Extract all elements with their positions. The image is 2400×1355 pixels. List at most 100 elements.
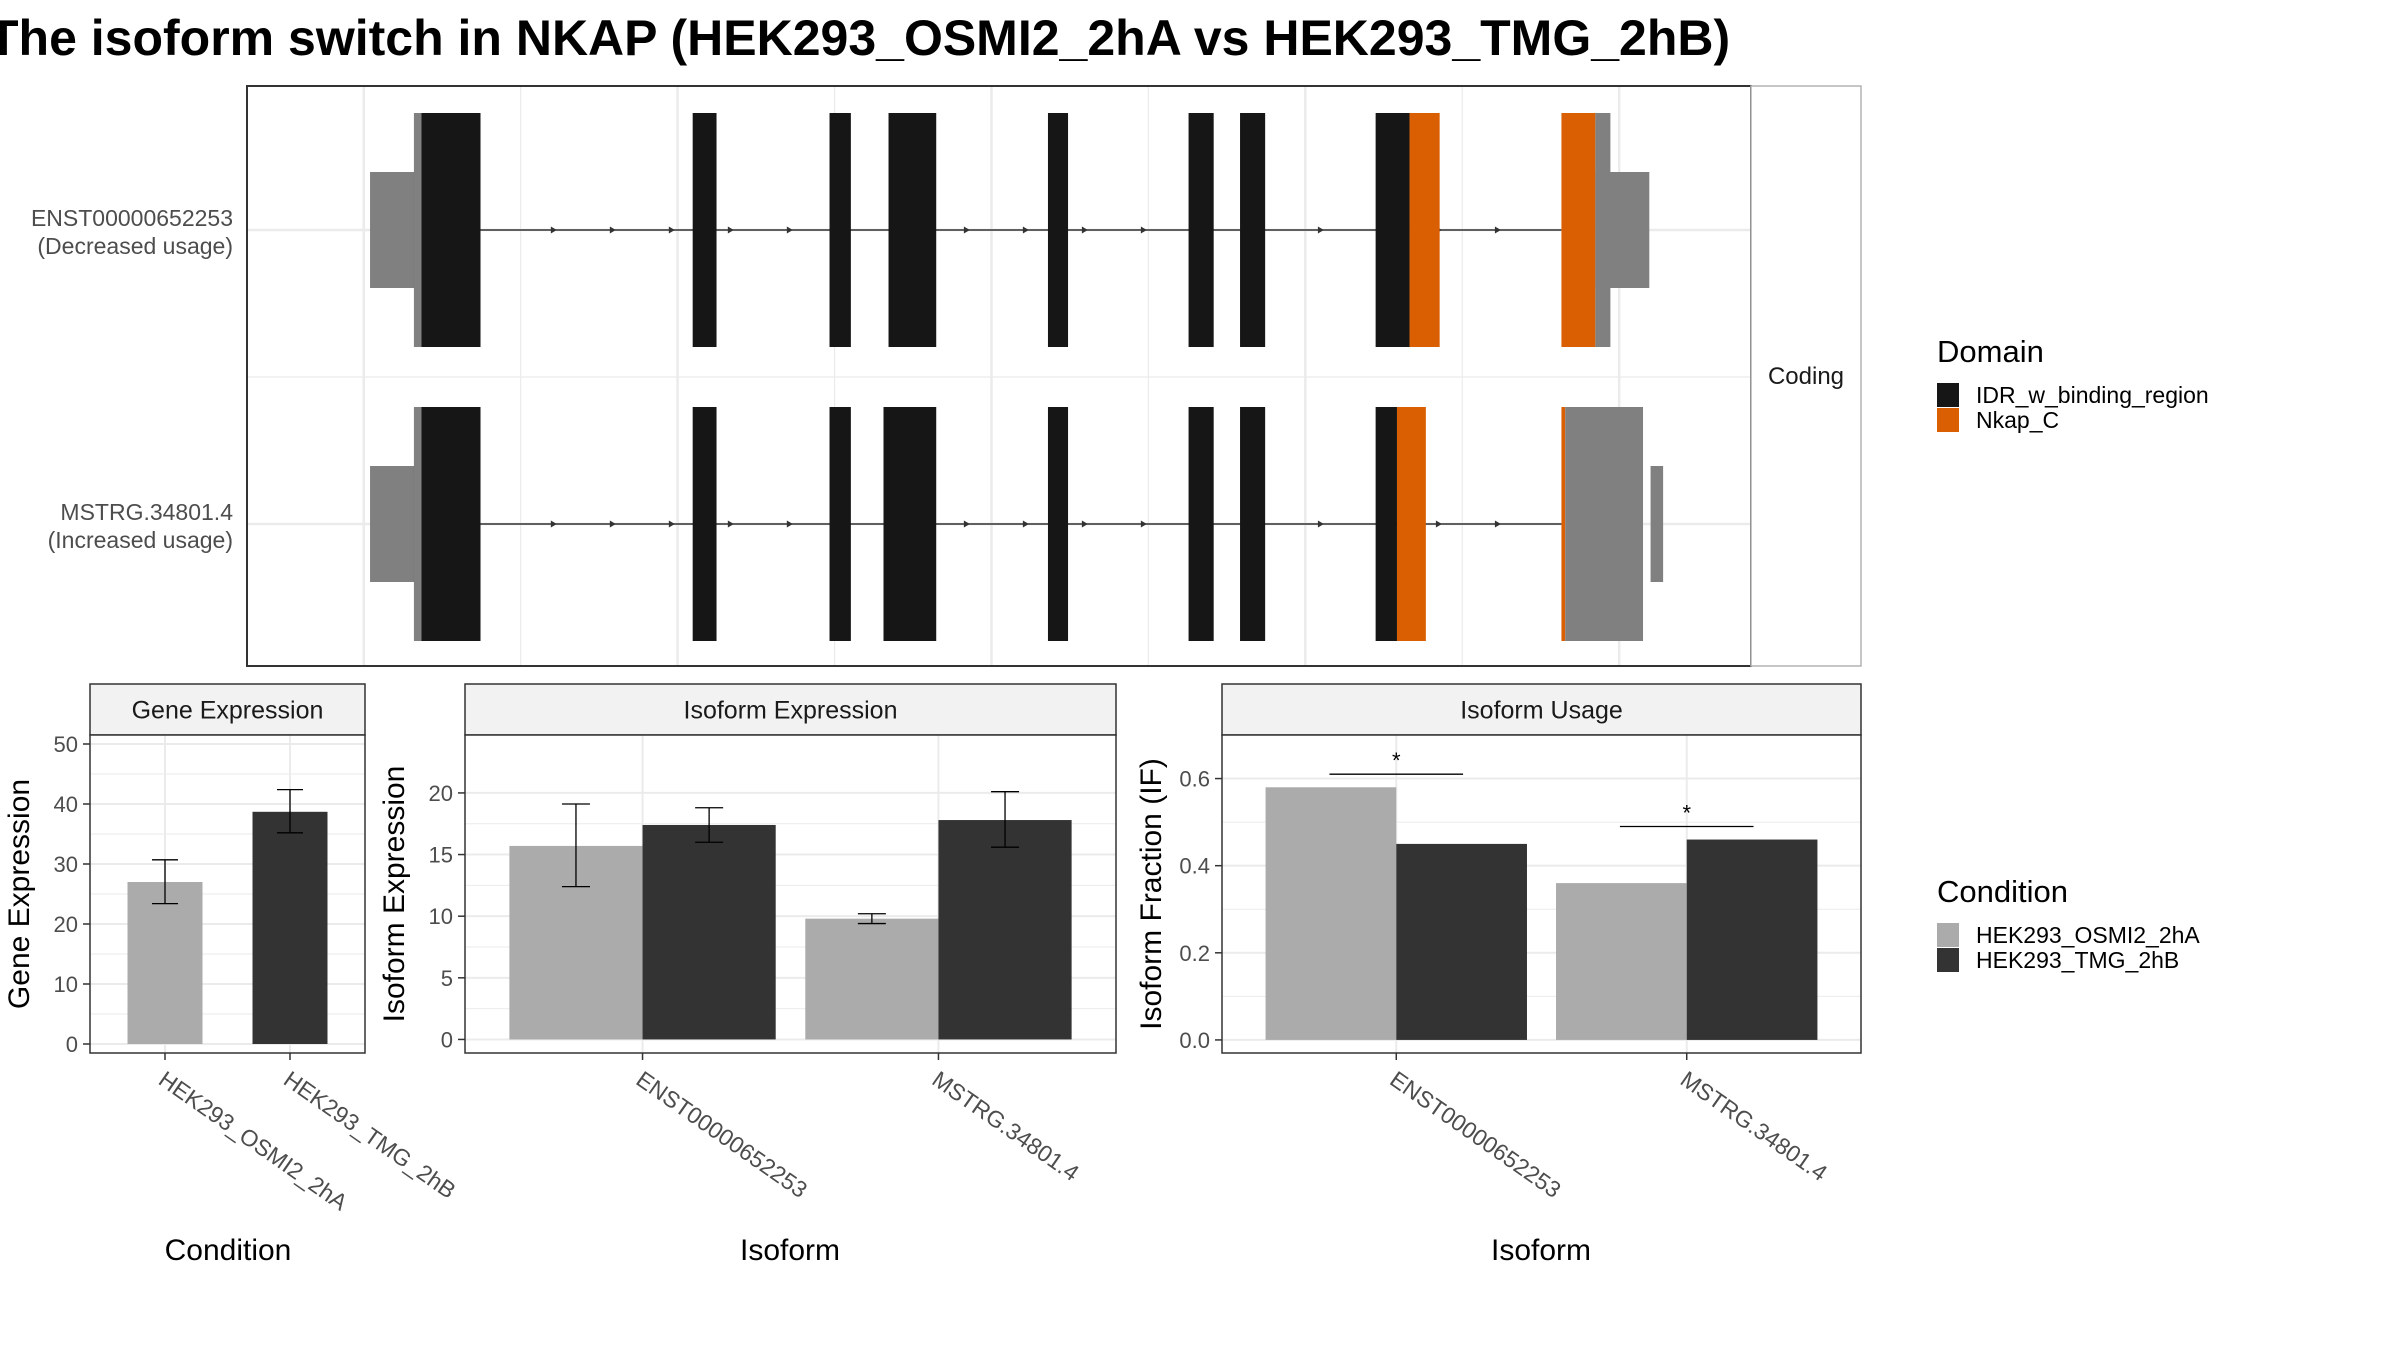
intron-arrow	[550, 226, 557, 234]
legend-label: IDR_w_binding_region	[1976, 382, 2209, 408]
transcript-usage-label: (Increased usage)	[48, 527, 233, 553]
chart-strip	[464, 683, 1117, 736]
bar	[642, 824, 776, 1040]
chart-title: Gene Expression	[132, 697, 324, 725]
bar	[127, 882, 203, 1044]
intron-arrow	[609, 226, 616, 234]
intron-arrow	[668, 226, 675, 234]
bar	[252, 811, 328, 1044]
intron-arrow	[1435, 520, 1442, 528]
y-tick-label: 10	[429, 904, 453, 929]
intron-arrow	[786, 226, 793, 234]
exon-utr-edge	[413, 113, 422, 347]
chart-title: Isoform Usage	[1460, 697, 1623, 725]
bar	[1556, 883, 1687, 1040]
exon-idr	[888, 113, 937, 347]
utr-exon	[370, 466, 422, 582]
figure-title: The isoform switch in NKAP (HEK293_OSMI2…	[0, 10, 1730, 66]
exon-idr	[1240, 113, 1266, 347]
intron-arrow	[668, 520, 675, 528]
legend-swatch	[1937, 383, 1959, 407]
exon-idr	[1375, 407, 1397, 641]
chart-border	[464, 734, 1117, 1054]
y-tick-label: 30	[54, 852, 78, 877]
bar	[1686, 839, 1818, 1040]
y-tick-label: 5	[441, 966, 453, 991]
y-axis-title: Isoform Expression	[378, 766, 411, 1023]
exon-nkap	[1409, 113, 1440, 347]
x-tick-label: MSTRG.34801.4	[928, 1066, 1084, 1186]
exon-idr	[829, 113, 851, 347]
utr-exon	[1650, 466, 1664, 582]
intron-arrow	[1081, 226, 1088, 234]
exon-idr	[883, 407, 937, 641]
legend-title: Domain	[1937, 334, 2044, 369]
transcript-usage-label: (Decreased usage)	[37, 233, 233, 259]
exon-idr	[829, 407, 851, 641]
intron-arrow	[1081, 520, 1088, 528]
chart-strip	[1221, 683, 1862, 736]
chart-strip	[89, 683, 366, 736]
utr-exon	[370, 172, 422, 288]
expression-charts: Gene Expression01020304050HEK293_OSMI2_2…	[3, 683, 1862, 1267]
chart-title: Isoform Expression	[684, 697, 898, 725]
x-axis-title: Condition	[165, 1234, 292, 1267]
legend-swatch	[1937, 408, 1959, 432]
exon-idr	[1188, 113, 1214, 347]
intron-arrow	[1494, 520, 1501, 528]
exon-idr	[413, 407, 481, 641]
y-tick-label: 0.6	[1179, 767, 1210, 792]
chart-isoform-usage: Isoform Usage * * 0.0 0.2 0.4 0.6 ENST000006522…	[1135, 683, 1862, 1267]
y-tick-label: 0	[441, 1027, 453, 1052]
transcript-structure-panel: ENST00000652253(Decreased usage) MSTRG.34…	[31, 85, 1862, 667]
x-tick-label: MSTRG.34801.4	[1676, 1066, 1832, 1186]
y-tick-label: 40	[54, 792, 78, 817]
exon-idr	[1047, 113, 1069, 347]
exon-idr	[1240, 407, 1266, 641]
intron-arrow	[609, 520, 616, 528]
y-axis-title: Isoform Fraction (IF)	[1135, 758, 1168, 1030]
y-tick-label: 10	[54, 972, 78, 997]
x-axis-title: Isoform	[1491, 1234, 1591, 1267]
intron-arrow	[1317, 226, 1324, 234]
y-tick-label: 0.0	[1179, 1028, 1210, 1053]
exon-idr	[1047, 407, 1069, 641]
intron-arrow	[727, 520, 734, 528]
exon-nkap	[1396, 407, 1426, 641]
exon-utr	[1595, 113, 1611, 347]
chart-isoform-expression: Isoform Expression 0 5 10 15 20 ENST0000065225…	[378, 683, 1117, 1267]
x-tick-label: ENST00000652253	[632, 1066, 812, 1203]
intron-arrow	[550, 520, 557, 528]
exon-idr	[1188, 407, 1214, 641]
y-tick-label: 0.2	[1179, 941, 1210, 966]
y-tick-label: 20	[429, 781, 453, 806]
exon-nkap	[1561, 113, 1596, 347]
bar	[938, 820, 1072, 1040]
intron-arrow	[727, 226, 734, 234]
transcript-id-label: ENST00000652253	[31, 205, 233, 231]
legend-swatch	[1937, 923, 1959, 947]
exon-idr	[413, 113, 481, 347]
intron-arrow	[786, 520, 793, 528]
y-tick-label: 20	[54, 912, 78, 937]
chart-border	[89, 734, 366, 1054]
transcript-MSTRG.34801.4	[370, 407, 1664, 641]
exon-nkap	[1561, 407, 1566, 641]
facet-strip-label: Coding	[1768, 363, 1844, 390]
legend-swatch	[1937, 948, 1959, 972]
intron-arrow	[1140, 520, 1147, 528]
intron-arrow	[963, 226, 970, 234]
bar	[1265, 787, 1397, 1040]
significance-star: *	[1682, 800, 1691, 825]
transcript-ENST00000652253	[370, 113, 1650, 347]
intron-arrow	[1022, 226, 1029, 234]
exon-idr	[692, 407, 717, 641]
legend-label: Nkap_C	[1976, 407, 2059, 433]
transcript-id-label: MSTRG.34801.4	[60, 499, 233, 525]
intron-arrow	[1317, 520, 1324, 528]
legend-label: HEK293_OSMI2_2hA	[1976, 922, 2200, 948]
significance-star: *	[1392, 748, 1401, 773]
